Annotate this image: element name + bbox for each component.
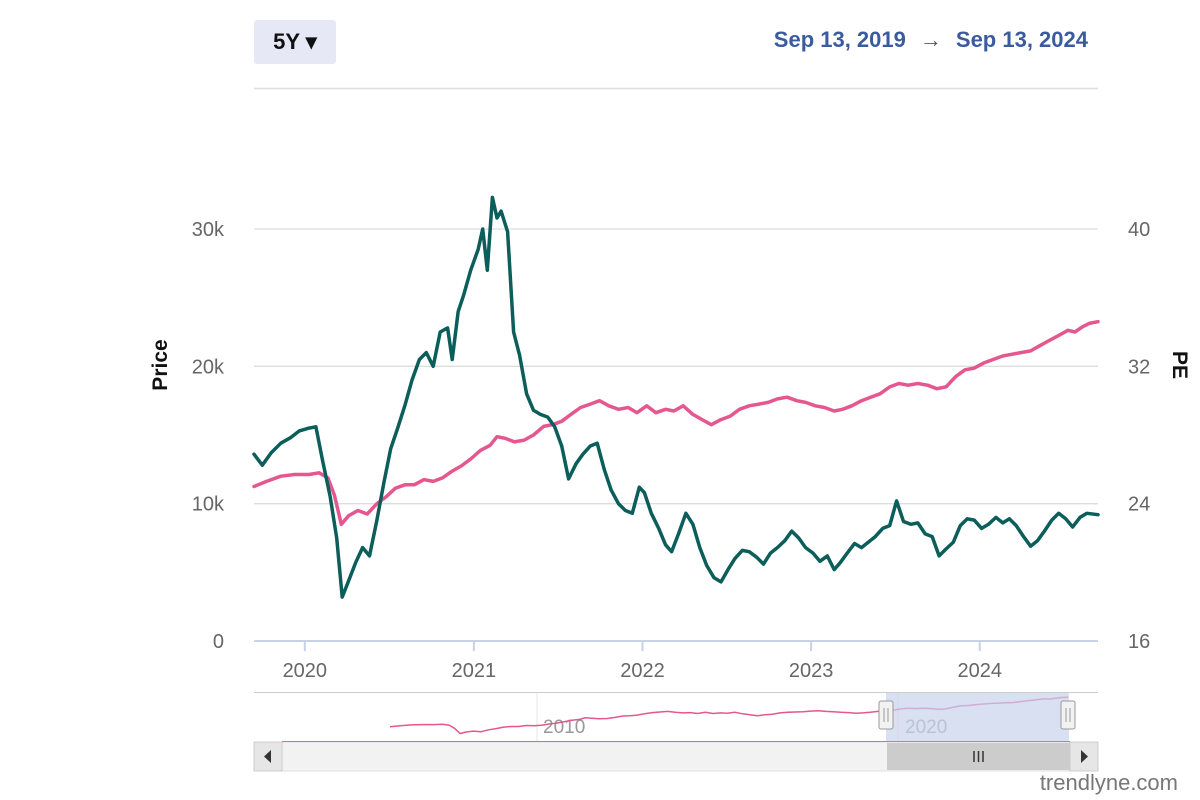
left-axis-ticks: 0 10k 20k 30k	[192, 219, 225, 653]
date-arrow: →	[919, 27, 942, 52]
left-tick-label: 10k	[192, 494, 225, 516]
scrollbar-thumb[interactable]	[887, 743, 1070, 770]
scrollbar[interactable]	[253, 741, 1099, 772]
navigator-tick-label: 2010	[543, 717, 585, 738]
x-tick-label: 2024	[957, 660, 1002, 682]
x-axis-ticks: 2020 2021 2022 2023 2024	[283, 641, 1002, 682]
right-tick-label: 24	[1128, 494, 1150, 516]
right-axis-title: PE	[1168, 351, 1191, 379]
pe-series-line	[252, 319, 1100, 527]
right-tick-label: 16	[1128, 631, 1150, 653]
scroll-right-button[interactable]	[1069, 741, 1099, 772]
x-tick-label: 2021	[452, 660, 497, 682]
navigator-selection-mask[interactable]	[886, 693, 1069, 742]
x-tick-label: 2023	[789, 660, 834, 682]
grid-lines	[254, 87, 1098, 642]
left-tick-label: 30k	[192, 219, 225, 241]
credit-label: trendlyne.com	[1039, 770, 1178, 795]
left-tick-label: 20k	[192, 356, 225, 378]
date-to[interactable]: Sep 13, 2024	[955, 27, 1088, 52]
arrow-left-icon	[264, 750, 271, 763]
left-tick-label: 0	[213, 631, 224, 653]
navigator-left-handle[interactable]	[878, 700, 894, 730]
x-tick-label: 2022	[620, 660, 665, 682]
date-from[interactable]: Sep 13, 2019	[773, 27, 906, 52]
scroll-left-button[interactable]	[253, 741, 283, 772]
right-axis-ticks: 16 24 32 40	[1128, 219, 1150, 653]
series-lines	[252, 195, 1100, 599]
arrow-right-icon	[1081, 750, 1088, 763]
price-series-line	[252, 195, 1100, 599]
range-selector-button[interactable]: 5Y ▾	[254, 20, 336, 64]
date-range: Sep 13, 2019 → Sep 13, 2024	[774, 27, 1088, 53]
x-tick-label: 2020	[283, 660, 328, 682]
right-tick-label: 32	[1128, 356, 1150, 378]
right-tick-label: 40	[1128, 219, 1150, 241]
left-axis-title: Price	[149, 339, 172, 390]
navigator[interactable]: 2010 2020	[254, 692, 1098, 742]
navigator-right-handle[interactable]	[1060, 700, 1076, 730]
